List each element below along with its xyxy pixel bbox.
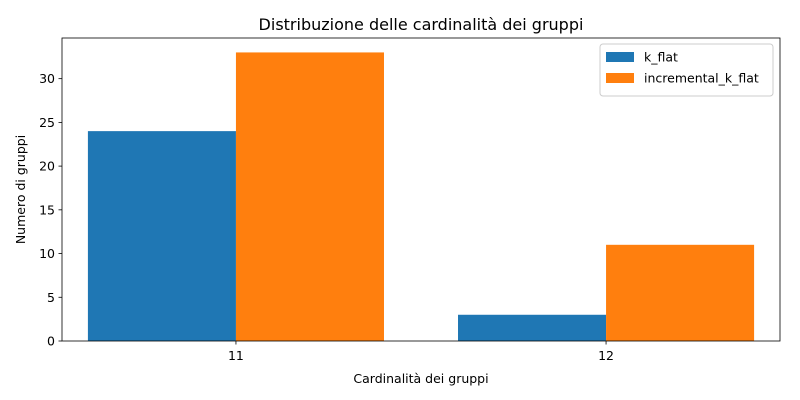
bars-group (87, 52, 755, 342)
legend-label-incremental-k-flat: incremental_k_flat (644, 71, 759, 86)
x-tick-label: 11 (228, 348, 244, 363)
bar-k-flat-12 (458, 314, 607, 341)
bar-incremental-k-flat-12 (606, 244, 755, 341)
y-axis-ticks: 0 5 10 15 20 25 30 (39, 71, 62, 349)
bar-incremental-k-flat-11 (235, 52, 384, 342)
y-tick-label: 30 (39, 71, 55, 86)
y-tick-label: 5 (47, 290, 55, 305)
x-tick-label: 12 (598, 348, 614, 363)
x-axis-ticks: 11 12 (228, 341, 614, 363)
chart-title: Distribuzione delle cardinalità dei grup… (259, 15, 584, 34)
y-tick-label: 0 (47, 334, 55, 349)
legend-swatch-k-flat (606, 52, 634, 62)
plot-frame (61, 37, 781, 342)
legend-box (599, 43, 774, 97)
bar-k-flat-11 (87, 131, 236, 341)
legend-swatch-incremental-k-flat (606, 73, 634, 83)
y-tick-label: 25 (39, 115, 55, 130)
y-tick-label: 20 (39, 159, 55, 174)
x-axis-label: Cardinalità dei gruppi (353, 371, 488, 386)
y-tick-label: 15 (39, 202, 55, 217)
y-tick-label: 10 (39, 246, 55, 261)
y-axis-label: Numero di gruppi (13, 135, 28, 244)
legend: k_flat incremental_k_flat (599, 43, 774, 97)
legend-label-k-flat: k_flat (644, 50, 678, 65)
